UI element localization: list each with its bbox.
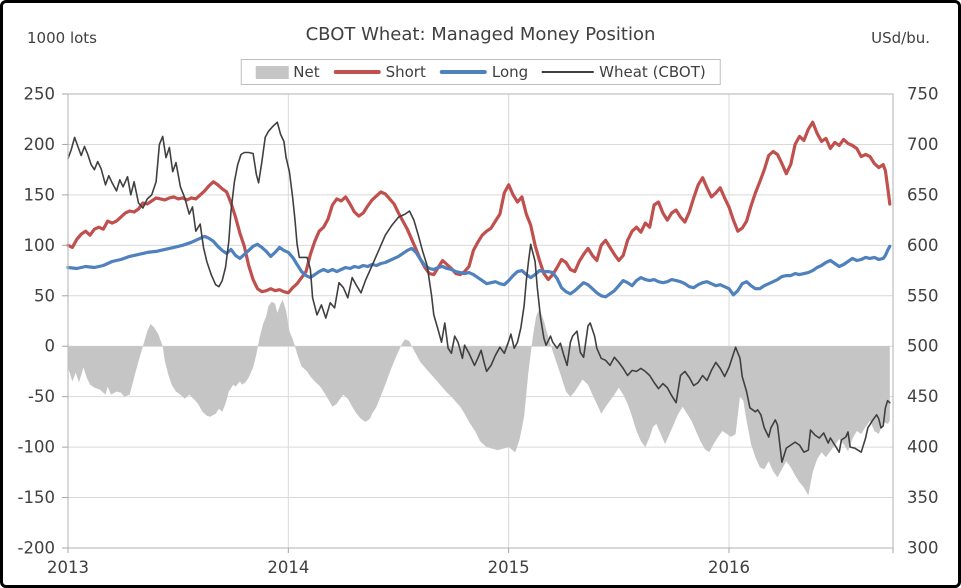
y-right-tick-label: 400 bbox=[907, 438, 939, 457]
y-right-tick-label: 300 bbox=[907, 539, 939, 558]
y-right-tick-label: 700 bbox=[907, 135, 939, 154]
y-left-tick-label: -50 bbox=[28, 387, 55, 406]
legend-swatch-long-icon bbox=[439, 70, 487, 74]
y-right-tick-label: 650 bbox=[907, 185, 939, 204]
x-tick-label: 2013 bbox=[47, 558, 89, 577]
x-tick-label: 2014 bbox=[267, 558, 309, 577]
legend-label: Net bbox=[293, 63, 320, 81]
x-tick-label: 2016 bbox=[708, 558, 750, 577]
legend-label: Wheat (CBOT) bbox=[599, 63, 706, 81]
series-long-line bbox=[66, 234, 892, 299]
legend-swatch-short-icon bbox=[333, 70, 381, 74]
legend-swatch-net-icon bbox=[255, 65, 289, 79]
y-left-tick-label: -200 bbox=[18, 539, 55, 558]
x-tick-label: 2015 bbox=[488, 558, 530, 577]
y-left-tick-label: 200 bbox=[24, 135, 56, 154]
legend-item-wheat-cbot: Wheat (CBOT) bbox=[542, 63, 706, 81]
y-right-tick-label: 450 bbox=[907, 387, 939, 406]
series-short-line bbox=[66, 120, 892, 295]
y-right-tick-label: 750 bbox=[907, 85, 939, 104]
plot-border bbox=[67, 93, 894, 549]
y-right-tick-label: 500 bbox=[907, 337, 939, 356]
y-right-tick-label: 350 bbox=[907, 488, 939, 507]
plot-svg: 250200150100500-50-100-150-2007507006506… bbox=[18, 85, 939, 578]
chart-title: CBOT Wheat: Managed Money Position bbox=[305, 24, 656, 45]
y-right-tick-label: 600 bbox=[907, 236, 939, 255]
legend-swatch-wheat-cbot-icon bbox=[542, 71, 595, 73]
y-left-tick-label: -150 bbox=[18, 488, 55, 507]
y-left-tick-label: 100 bbox=[24, 236, 56, 255]
legend-item-net: Net bbox=[255, 63, 320, 81]
legend-label: Short bbox=[385, 63, 426, 81]
legend-label: Long bbox=[491, 63, 529, 81]
series-wheat-cbot-line bbox=[67, 121, 891, 464]
series-net-area bbox=[68, 299, 890, 496]
y-left-tick-label: -100 bbox=[18, 438, 55, 457]
legend-item-long: Long bbox=[439, 63, 529, 81]
right-axis-title: USd/bu. bbox=[871, 29, 930, 47]
legend-item-short: Short bbox=[333, 63, 426, 81]
left-axis-title: 1000 lots bbox=[27, 29, 97, 47]
y-left-tick-label: 0 bbox=[45, 337, 56, 356]
legend: Net Short Long Wheat (CBOT) bbox=[240, 59, 721, 85]
y-right-tick-label: 550 bbox=[907, 286, 939, 305]
y-left-tick-label: 250 bbox=[24, 85, 56, 104]
y-left-tick-label: 150 bbox=[24, 185, 56, 204]
y-left-tick-label: 50 bbox=[34, 286, 55, 305]
